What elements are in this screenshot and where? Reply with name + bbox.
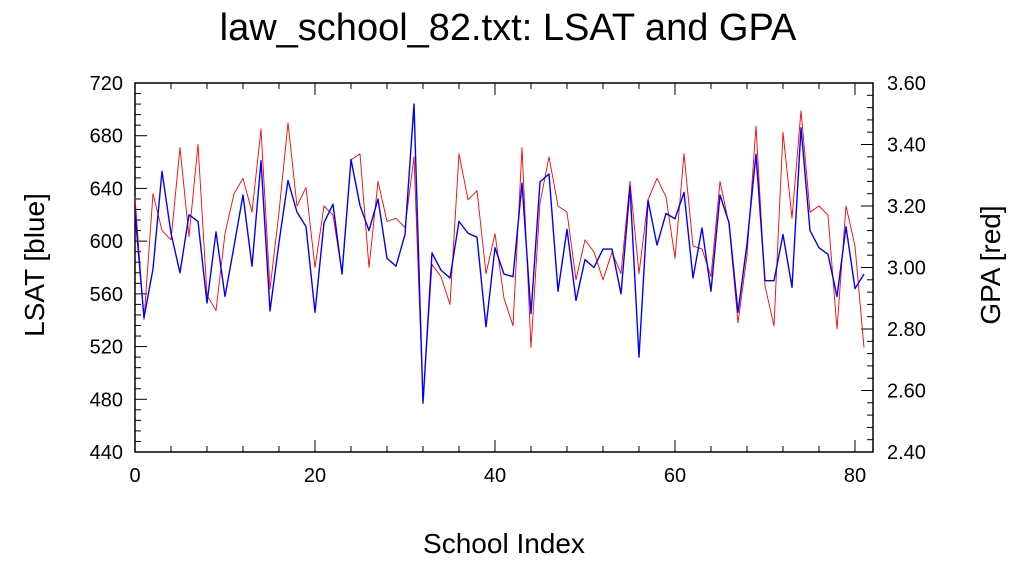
chart-title: law_school_82.txt: LSAT and GPA <box>220 7 797 49</box>
x-tick-label: 40 <box>484 465 506 487</box>
left-y-tick-label: 720 <box>90 73 123 95</box>
x-tick-label: 20 <box>304 465 326 487</box>
right-y-axis-label: GPA [red] <box>975 205 1006 324</box>
left-y-tick-label: 480 <box>90 389 123 411</box>
left-y-tick-label: 600 <box>90 231 123 253</box>
left-y-axis-label: LSAT [blue] <box>19 193 50 337</box>
x-axis-label: School Index <box>423 528 585 559</box>
right-y-tick-label: 2.40 <box>887 442 926 464</box>
gpa-series-line <box>134 110 865 401</box>
right-y-tick-label: 3.20 <box>887 196 926 218</box>
left-y-tick-label: 440 <box>90 442 123 464</box>
x-tick-label: 60 <box>664 465 686 487</box>
right-y-tick-label: 3.40 <box>887 135 926 157</box>
left-y-tick-label: 640 <box>90 178 123 200</box>
right-y-tick-label: 3.00 <box>887 258 926 280</box>
left-y-tick-label: 520 <box>90 337 123 359</box>
right-y-tick-label: 2.60 <box>887 381 926 403</box>
left-y-tick-label: 560 <box>90 284 123 306</box>
x-tick-label: 0 <box>129 465 140 487</box>
right-y-tick-label: 2.80 <box>887 319 926 341</box>
lsat-series-line <box>134 103 865 404</box>
plot-area: 0 20 40 60 80 440 480 520 560 600 640 680 720 2.40 2.6… <box>90 73 926 487</box>
x-tick-label: 80 <box>844 465 866 487</box>
right-y-tick-label: 3.60 <box>887 73 926 95</box>
left-y-tick-label: 680 <box>90 126 123 148</box>
plot-frame <box>134 82 874 453</box>
